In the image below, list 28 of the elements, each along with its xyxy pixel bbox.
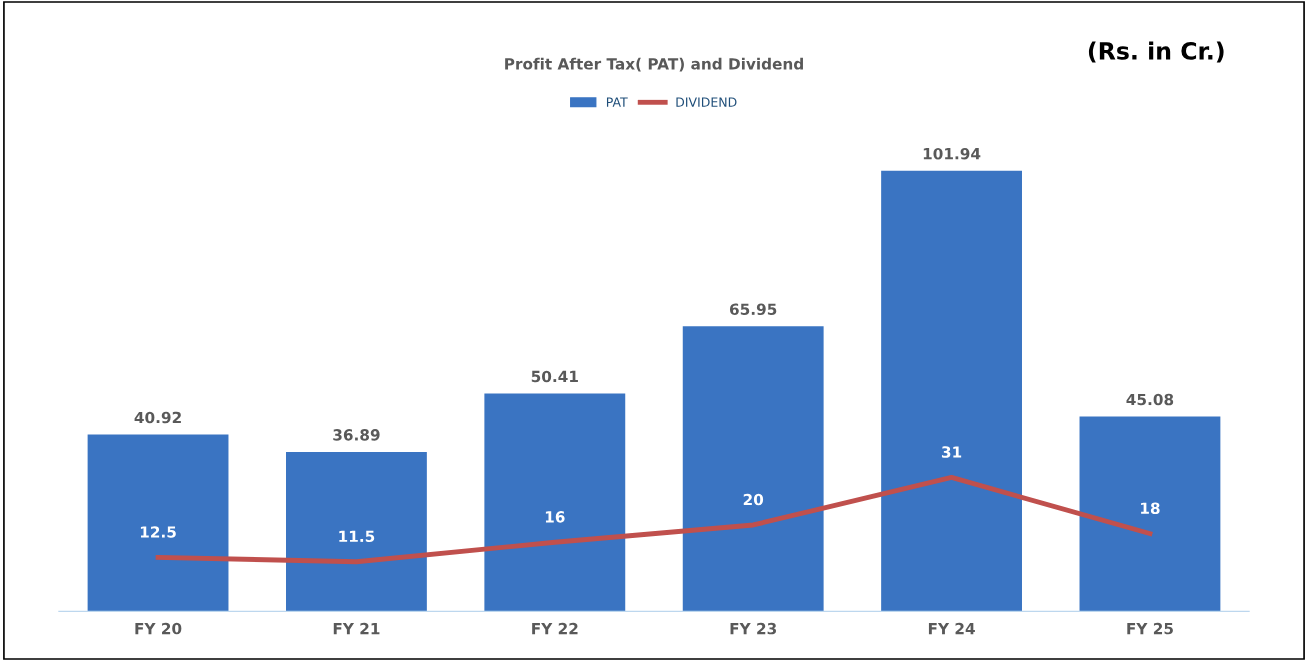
- legend-label: PAT: [606, 97, 628, 107]
- x-tick-label: FY 24: [928, 622, 975, 635]
- legend-label: DIVIDEND: [676, 97, 737, 107]
- chart-title: Profit After Tax( PAT) and Dividend: [505, 57, 803, 72]
- x-tick-label: FY 21: [333, 622, 380, 635]
- x-tick-label: FY 22: [532, 622, 578, 635]
- data-label: 11.5: [339, 530, 375, 543]
- x-tick-label: FY 25: [1127, 622, 1173, 635]
- data-label: 20: [743, 493, 764, 506]
- data-label: 12.5: [140, 526, 176, 538]
- bar: [881, 170, 1022, 612]
- data-label: 18: [1141, 502, 1160, 514]
- x-tick-label: FY 20: [135, 622, 182, 635]
- data-label: 45.08: [1126, 393, 1174, 406]
- text: (Rs. in Cr.): [1088, 41, 1224, 63]
- bar: [1079, 416, 1221, 612]
- bar: [682, 326, 824, 612]
- data-label: 16: [545, 511, 565, 523]
- x-tick-label: FY 23: [730, 622, 777, 635]
- data-label: 50.41: [531, 370, 578, 383]
- data-label: 31: [941, 446, 962, 458]
- data-label: 36.89: [333, 429, 380, 441]
- data-label: 101.94: [923, 147, 981, 160]
- bar: [87, 434, 229, 612]
- data-label: 65.95: [729, 303, 777, 316]
- data-label: 40.92: [134, 411, 181, 424]
- bar: [286, 451, 427, 612]
- bar: [484, 393, 626, 612]
